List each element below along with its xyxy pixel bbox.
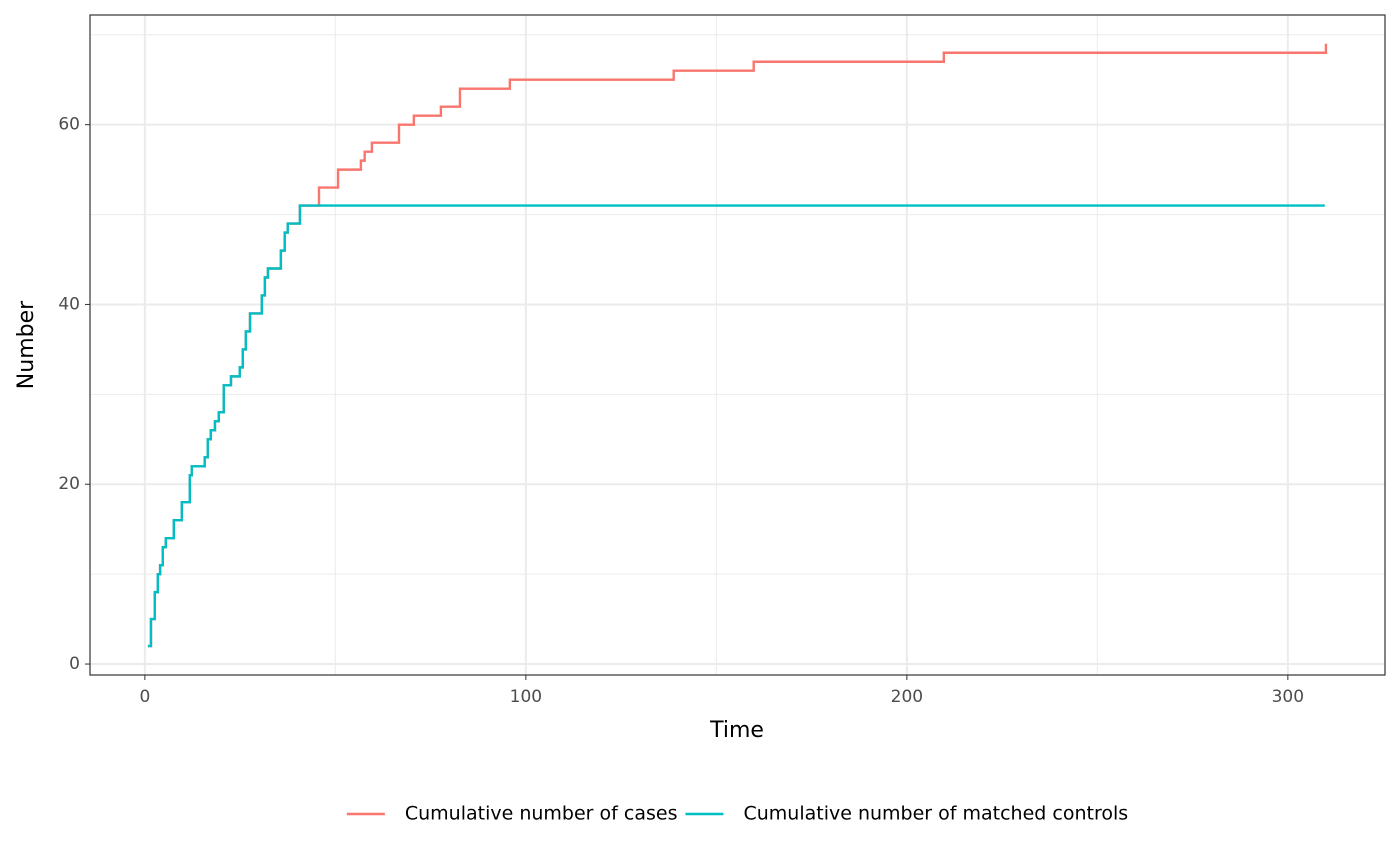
- plot-border: [89, 14, 1386, 676]
- x-tick-label: 200: [891, 687, 923, 707]
- x-axis-title: Time: [709, 718, 764, 743]
- x-tick-label: 100: [510, 687, 542, 707]
- step-line: [147, 204, 1325, 648]
- y-tick-label: 60: [58, 115, 80, 135]
- y-tick-label: 20: [58, 474, 80, 494]
- y-axis-title: Number: [14, 300, 39, 389]
- x-tick-label: 300: [1272, 687, 1304, 707]
- step-line: [147, 43, 1328, 648]
- x-tick-label: 0: [139, 687, 150, 707]
- legend-label: Cumulative number of matched controls: [743, 803, 1128, 825]
- y-tick-label: 40: [58, 294, 80, 314]
- legend-label: Cumulative number of cases: [405, 803, 678, 825]
- y-tick-label: 0: [69, 654, 80, 674]
